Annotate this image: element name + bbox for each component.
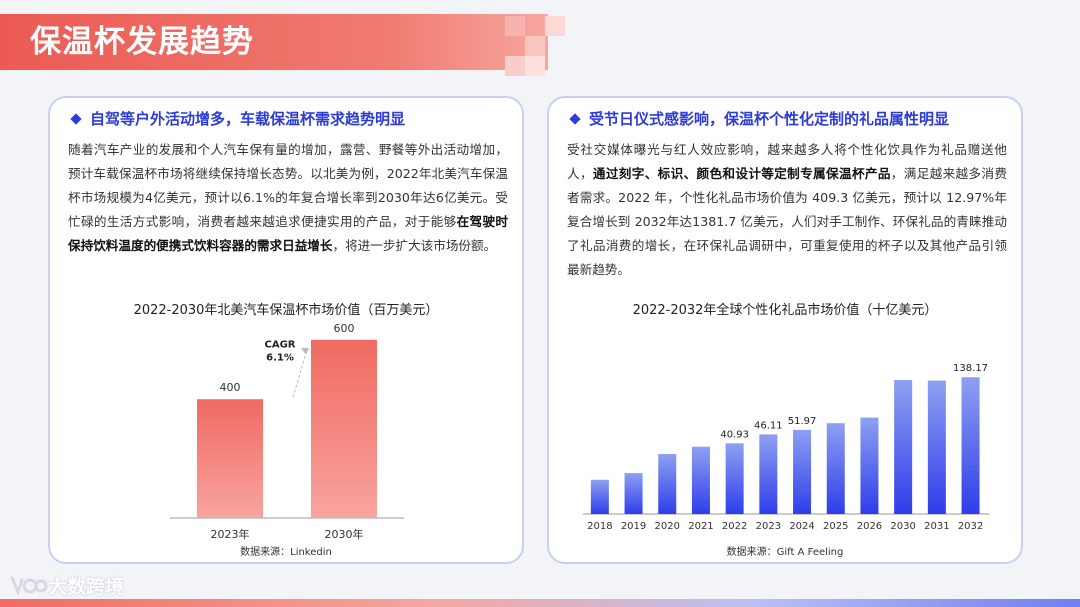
tick-label: 2030: [890, 521, 915, 532]
bar: [961, 377, 980, 514]
tick-label: 2018: [587, 521, 612, 532]
tick-label: 2031: [924, 521, 949, 532]
left-chart: 400 2023年 600 2030年 CAGR 6.1%: [170, 322, 404, 541]
left-source: 数据来源：Linkedin: [240, 547, 332, 558]
right-paragraph: 受社交媒体曝光与红人效应影响，越来越多人将个性化饮具作为礼品赠送他人，通过刻字、…: [567, 138, 1007, 282]
bar: [311, 339, 377, 518]
decor-squares: [505, 16, 565, 76]
bar: [894, 380, 913, 514]
bar: [691, 446, 710, 514]
data-label: 400: [220, 381, 241, 394]
right-panel: 受节日仪式感影响，保温杯个性化定制的礼品属性明显 受社交媒体曝光与红人效应影响，…: [547, 96, 1023, 564]
tick-label: 2030年: [325, 527, 364, 541]
tick-label: 2022: [722, 521, 747, 532]
bottom-bar: [0, 599, 1080, 607]
tick-label: 2025: [823, 521, 848, 532]
right-paragraph-bold: 通过刻字、标识、颜色和设计等定制专属保温杯产品: [592, 166, 891, 181]
left-panel: 自驾等户外活动增多，车载保温杯需求趋势明显 随着汽车产业的发展和个人汽车保有量的…: [48, 96, 524, 564]
bar: [590, 479, 609, 514]
tick-label: 2023: [756, 521, 781, 532]
right-chart: 2018 2019 2020 2021 40.93 2022 46.11 2023 51.97 2…: [583, 363, 990, 532]
bar: [725, 443, 744, 514]
tick-label: 2032: [958, 521, 983, 532]
right-heading: 受节日仪式感影响，保温杯个性化定制的礼品属性明显: [567, 108, 949, 130]
right-heading-text: 受节日仪式感影响，保温杯个性化定制的礼品属性明显: [589, 110, 950, 128]
bar: [624, 473, 643, 514]
left-paragraph-bold: 在驾驶时保持饮料温度的便携式饮料容器的需求日益增长: [68, 214, 509, 253]
tick-label: 2026: [857, 521, 882, 532]
left-paragraph-text: 随着汽车产业的发展和个人汽车保有量的增加，露营、野餐等外出活动增加，预计车载保温…: [68, 142, 508, 229]
brand-name: 大数跨境: [48, 576, 125, 598]
header-band: [0, 14, 548, 70]
data-label: 138.17: [953, 363, 988, 374]
right-source: 数据来源：Gift A Feeling: [726, 547, 844, 558]
brand-logo-icon: [10, 576, 48, 597]
diamond-bullet-icon: [70, 113, 82, 125]
right-paragraph-tail: ，满足越来越多消费者需求。2022 年，个性化礼品市场价值为 409.3 亿美元…: [567, 166, 1008, 277]
data-label: 51.97: [788, 416, 817, 427]
tick-label: 2023年: [211, 527, 250, 541]
bar: [826, 423, 845, 514]
bar: [793, 429, 812, 514]
bar: [860, 417, 879, 514]
right-chart-title: 2022-2032年全球个性化礼品市场价值（十亿美元）: [632, 303, 938, 318]
cagr-arrow: [292, 349, 308, 398]
diamond-bullet-icon: [569, 113, 581, 125]
left-heading-text: 自驾等户外活动增多，车载保温杯需求趋势明显: [90, 110, 406, 128]
cagr-value: 6.1%: [266, 353, 294, 364]
page-title: 保温杯发展趋势: [30, 24, 254, 60]
cagr-label: CAGR: [265, 340, 296, 351]
left-chart-title: 2022-2030年北美汽车保温杯市场价值（百万美元）: [133, 303, 439, 318]
left-heading: 自驾等户外活动增多，车载保温杯需求趋势明显: [68, 108, 405, 130]
bar: [658, 454, 677, 514]
bar: [197, 399, 263, 518]
tick-label: 2024: [789, 521, 814, 532]
left-paragraph: 随着汽车产业的发展和个人汽车保有量的增加，露营、野餐等外出活动增加，预计车载保温…: [68, 138, 508, 258]
right-paragraph-text: 受社交媒体曝光与红人效应影响，越来越多人将个性化饮具作为礼品赠送他人，: [567, 142, 1007, 181]
data-label: 46.11: [754, 420, 783, 431]
tick-label: 2020: [655, 521, 680, 532]
data-label: 40.93: [720, 429, 749, 440]
cagr-arrow-head: [301, 347, 309, 355]
bar: [927, 380, 946, 514]
left-paragraph-tail: ，将进一步扩大该市场份额。: [332, 238, 497, 253]
data-label: 600: [334, 322, 355, 335]
bar: [759, 434, 778, 514]
tick-label: 2019: [621, 521, 646, 532]
tick-label: 2021: [688, 521, 713, 532]
